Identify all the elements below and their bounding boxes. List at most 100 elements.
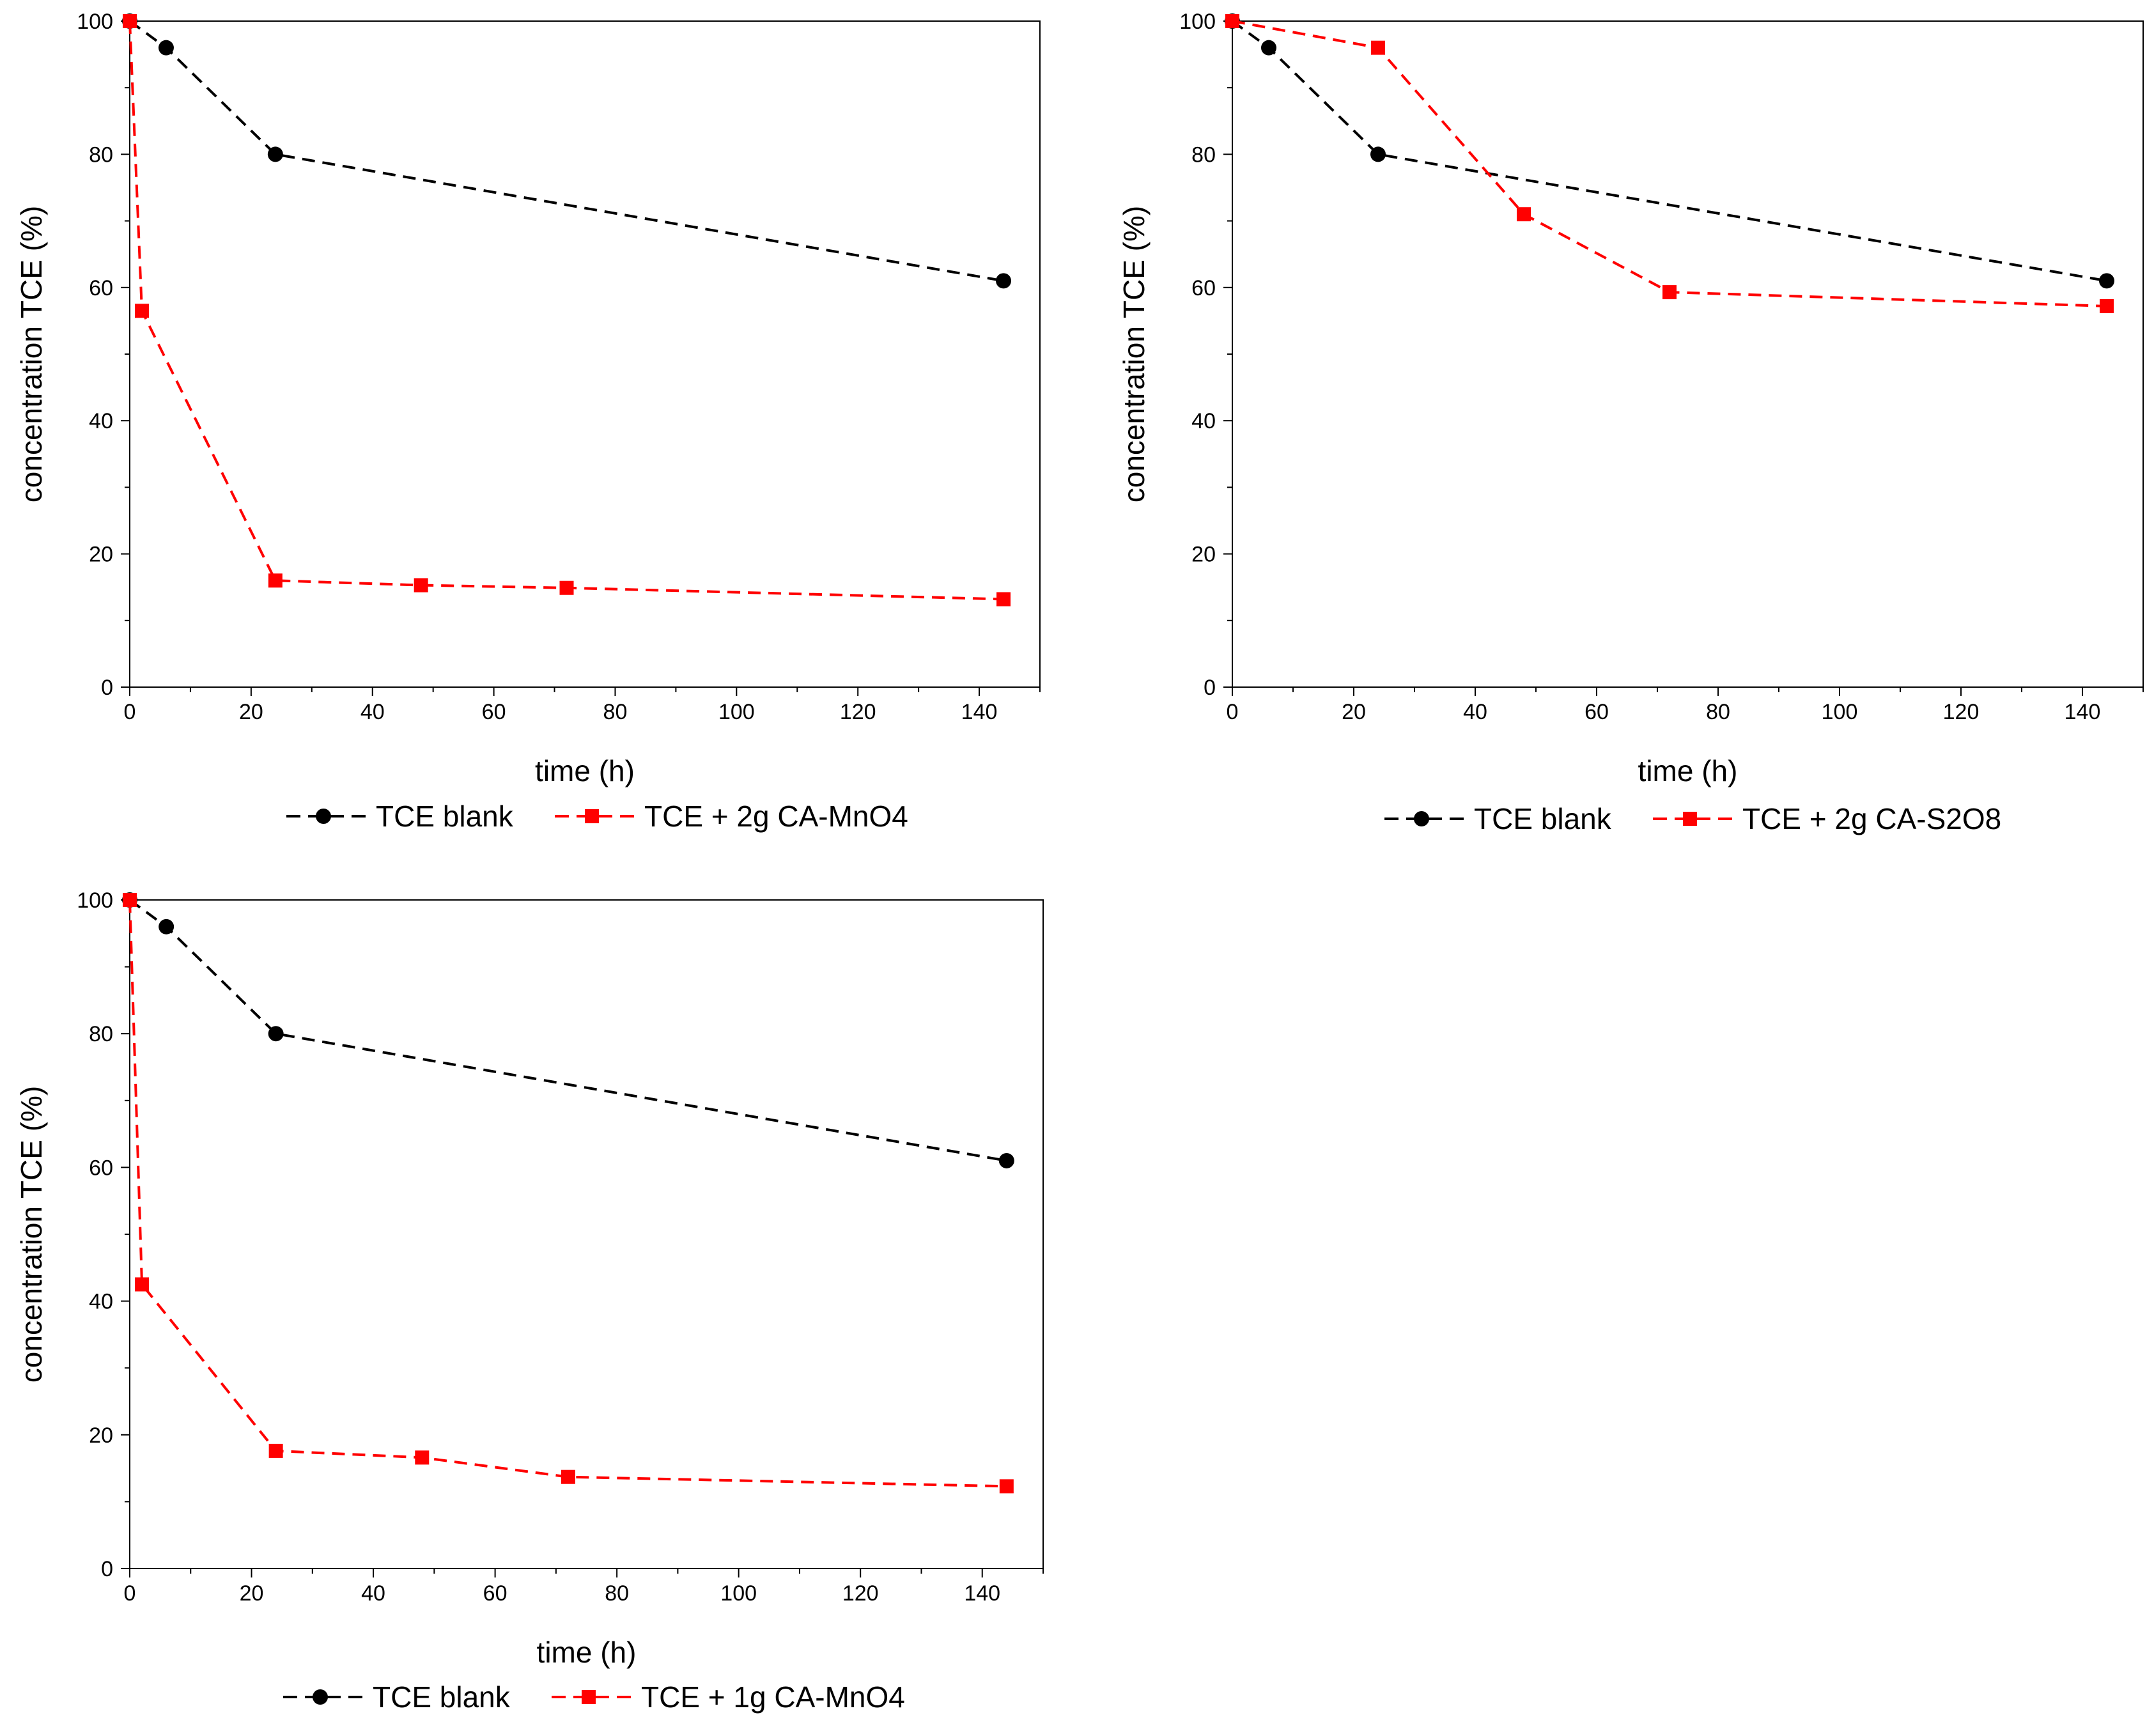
chart-panel-bottom-left: 0 20 40 60 80 100 120 140 0 20 40 60 80 100 time (h) co… — [15, 888, 1044, 1714]
y-tick-label: 0 — [101, 676, 113, 700]
series-line-blank — [128, 20, 1004, 283]
y-tick-label: 80 — [1191, 143, 1216, 167]
x-tick-label: 140 — [964, 1581, 1000, 1606]
y-axis-title: concentration TCE (%) — [15, 206, 48, 502]
y-axis-title: concentration TCE (%) — [1117, 206, 1151, 502]
data-point-blank — [2099, 273, 2114, 289]
x-tick-label: 120 — [840, 700, 876, 724]
data-point-treatment — [561, 1469, 575, 1484]
data-point-treatment — [1371, 40, 1385, 55]
chart-panel-top-left: 0 20 40 60 80 100 120 140 0 20 40 60 80 100 time (h) co… — [15, 10, 1041, 833]
x-tick-label: 140 — [2065, 700, 2101, 724]
legend-entry: TCE + 1g CA-MnO4 — [552, 1680, 905, 1714]
x-tick-label: 40 — [1463, 700, 1487, 724]
y-tick-label: 20 — [89, 1423, 113, 1448]
y-tick-label: 80 — [89, 143, 113, 167]
legend-entry: TCE blank — [283, 1680, 511, 1714]
x-tick-label: 40 — [361, 1581, 385, 1606]
x-tick-label: 120 — [842, 1581, 879, 1606]
y-tick-label: 100 — [1179, 10, 1216, 34]
data-point-treatment — [559, 580, 574, 595]
y-tick-label: 40 — [89, 1290, 113, 1314]
data-point-blank — [996, 273, 1012, 289]
x-tick-label: 100 — [718, 700, 755, 724]
y-tick-label: 60 — [1191, 276, 1216, 300]
series-line-treatment — [128, 20, 1004, 601]
data-point-treatment — [415, 1450, 430, 1465]
legend-marker-square — [585, 809, 599, 823]
y-tick-label: 60 — [89, 1156, 113, 1180]
legend-marker-circle — [316, 809, 331, 824]
y-tick-label: 40 — [89, 409, 113, 433]
legend-label: TCE + 2g CA-S2O8 — [1742, 802, 2001, 835]
y-tick-label: 20 — [89, 543, 113, 567]
legend-entry: TCE + 2g CA-MnO4 — [555, 800, 908, 833]
x-axis-title: time (h) — [537, 1636, 637, 1669]
x-tick-label: 140 — [961, 700, 998, 724]
data-point-treatment — [268, 1443, 283, 1458]
legend-entry: TCE blank — [286, 800, 514, 833]
data-point-blank — [1370, 146, 1386, 162]
data-point-blank — [998, 1152, 1014, 1168]
x-axis-title: time (h) — [1638, 754, 1738, 787]
x-tick-label: 60 — [1585, 700, 1609, 724]
x-tick-label: 100 — [1822, 700, 1858, 724]
chart-panel-top-right: 0 20 40 60 80 100 120 140 0 20 40 60 80 100 time (h) co… — [1117, 10, 2144, 835]
data-point-treatment — [999, 1479, 1014, 1494]
plot-frame — [1232, 20, 2144, 688]
data-point-treatment — [134, 304, 149, 318]
series-line-treatment — [128, 899, 1007, 1488]
data-point-treatment — [414, 578, 428, 593]
legend-entry: TCE + 2g CA-S2O8 — [1653, 802, 2001, 835]
x-tick-label: 80 — [1706, 700, 1730, 724]
x-tick-label: 0 — [124, 1581, 136, 1606]
data-point-blank — [159, 918, 174, 934]
series-line-blank — [128, 899, 1007, 1162]
data-point-treatment — [1662, 285, 1677, 300]
x-tick-label: 100 — [720, 1581, 757, 1606]
legend-label: TCE + 2g CA-MnO4 — [644, 800, 908, 833]
legend-marker-square — [582, 1690, 596, 1704]
x-tick-label: 120 — [1943, 700, 1980, 724]
legend-marker-square — [1683, 812, 1697, 826]
x-tick-label: 60 — [482, 700, 506, 724]
data-point-treatment — [268, 573, 283, 588]
y-tick-label: 60 — [89, 276, 113, 300]
x-tick-label: 80 — [603, 700, 628, 724]
legend-label: TCE blank — [376, 800, 514, 833]
series-line-blank — [1231, 20, 2107, 283]
x-tick-label: 20 — [240, 1581, 264, 1606]
legend-marker-circle — [1414, 811, 1429, 826]
data-point-blank — [268, 1026, 284, 1042]
plot-frame — [129, 899, 1044, 1569]
legend-label: TCE blank — [1474, 802, 1612, 835]
y-tick-label: 100 — [77, 888, 113, 913]
y-tick-label: 40 — [1191, 409, 1216, 433]
legend-label: TCE + 1g CA-MnO4 — [641, 1680, 905, 1714]
x-tick-label: 20 — [239, 700, 263, 724]
x-tick-label: 20 — [1342, 700, 1366, 724]
data-point-treatment — [1225, 14, 1239, 28]
data-point-treatment — [996, 592, 1011, 607]
legend-marker-circle — [313, 1689, 328, 1705]
x-tick-label: 40 — [360, 700, 385, 724]
data-point-blank — [267, 146, 283, 162]
legend-entry: TCE blank — [1384, 802, 1612, 835]
y-tick-label: 100 — [77, 10, 113, 34]
x-tick-label: 80 — [605, 1581, 629, 1606]
x-tick-label: 0 — [1227, 700, 1239, 724]
data-point-blank — [1261, 40, 1276, 56]
data-point-treatment — [2100, 298, 2114, 313]
data-point-treatment — [1517, 207, 1531, 222]
data-point-blank — [158, 40, 174, 56]
y-tick-label: 0 — [101, 1557, 113, 1581]
data-point-treatment — [123, 893, 137, 907]
y-tick-label: 0 — [1204, 676, 1216, 700]
y-tick-label: 80 — [89, 1022, 113, 1046]
x-tick-label: 0 — [124, 700, 136, 724]
x-tick-label: 60 — [483, 1581, 508, 1606]
y-tick-label: 20 — [1191, 543, 1216, 567]
legend-label: TCE blank — [373, 1680, 511, 1714]
data-point-treatment — [135, 1277, 150, 1292]
